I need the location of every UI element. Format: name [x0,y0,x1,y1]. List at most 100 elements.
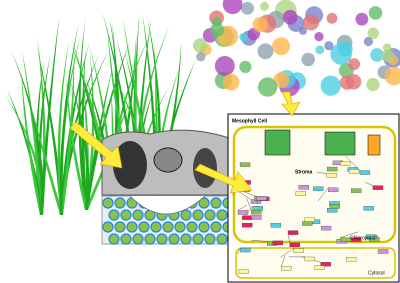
node [340,237,351,242]
node [348,169,360,174]
blade [59,22,79,216]
edge [317,187,329,202]
cell [102,197,114,209]
node [326,173,337,178]
edge [316,172,327,174]
node [327,208,338,213]
node [256,196,267,201]
edge [237,247,241,255]
cell [102,221,114,233]
cell [186,221,198,233]
protein [257,43,274,60]
protein [381,49,394,63]
node [304,256,315,262]
cell [114,221,126,233]
protein [366,77,380,92]
protein [355,12,369,26]
protein [302,14,320,31]
cell [192,233,204,245]
node [295,191,306,196]
edge [246,197,252,211]
node [242,215,253,220]
cell [138,221,150,233]
protein [272,37,290,56]
node [237,210,249,215]
cell [174,221,186,233]
edge [280,248,294,258]
cell [132,209,144,221]
cell [168,233,180,245]
node [351,188,362,193]
cell [144,233,156,245]
cell [114,197,126,209]
edge [340,231,359,238]
panel-title: Mesophyll Cell [232,118,268,124]
node [372,185,384,190]
protein [273,72,290,88]
cell [192,209,204,221]
cell [198,197,210,209]
node [252,206,263,211]
protein [257,77,278,97]
node [327,166,338,172]
cell [216,233,228,245]
cell [180,233,192,245]
protein [326,12,338,24]
node [272,240,283,246]
edge [251,239,268,242]
cell [204,233,216,245]
protein [214,55,235,76]
node [281,266,292,271]
node [329,204,341,209]
node [293,248,304,253]
protein-structures [192,0,400,97]
node [240,247,251,253]
protein [320,75,341,96]
node [238,269,249,274]
cell [108,233,120,245]
node [270,223,282,228]
blade [10,49,44,216]
edge [237,204,248,211]
node [365,234,377,239]
node [320,225,332,231]
protein [363,36,374,47]
node [320,262,331,267]
blade [27,93,63,215]
node [350,237,362,242]
cell [132,233,144,245]
node [346,257,357,262]
edge [364,182,374,186]
node [377,249,389,254]
protein [210,22,225,37]
node [340,161,351,166]
edge [288,235,291,243]
protein [241,1,254,15]
arrows [69,91,301,194]
cell [120,209,132,221]
leaf-section [101,129,240,245]
cell [156,233,168,245]
protein [315,45,325,55]
cell [210,221,222,233]
edge [345,155,361,171]
node [304,217,315,223]
region-label: Stroma [295,169,312,175]
pathway-panel: Mesophyll Cell Stroma Chloroplast Cytoso… [227,113,400,283]
node [239,162,251,167]
protein [337,41,353,57]
node [251,215,262,220]
protein [282,9,298,25]
cell [204,209,216,221]
node [363,206,374,211]
cell [126,221,138,233]
node [287,230,299,235]
protein [384,66,400,86]
protein [324,41,334,51]
node [302,221,313,226]
protein [222,73,240,91]
protein [314,32,324,42]
cell [162,221,174,233]
cell [198,221,210,233]
